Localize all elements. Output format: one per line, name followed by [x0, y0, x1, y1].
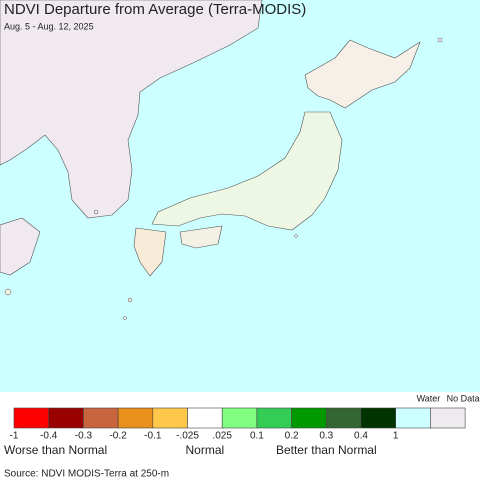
mainland — [0, 0, 263, 219]
legend-swatch — [221, 407, 258, 429]
mainland-coast — [0, 217, 41, 276]
legend-caption: Worse than Normal — [4, 443, 107, 457]
island — [437, 37, 443, 43]
honshu — [151, 111, 343, 231]
legend-swatch — [325, 407, 362, 429]
legend-tick-label: 1 — [393, 431, 399, 442]
title: NDVI Departure from Average (Terra-MODIS… — [4, 1, 306, 18]
island — [4, 288, 12, 296]
legend-caption: Normal — [186, 443, 225, 457]
legend-swatch — [152, 407, 188, 429]
legend-swatch — [256, 407, 292, 429]
legend-swatch — [187, 407, 223, 429]
legend-tick-label: -0.2 — [109, 431, 127, 442]
kyushu — [133, 227, 167, 277]
legend-swatch — [395, 407, 431, 429]
legend-label: Water — [417, 393, 441, 403]
legend-tick-label: 0.4 — [354, 431, 368, 442]
island — [127, 297, 133, 303]
source: Source: NDVI MODIS-Terra at 250-m — [4, 469, 169, 480]
legend-tick-label: -1 — [10, 431, 19, 442]
map — [0, 0, 480, 392]
legend-tick-label: 0.2 — [285, 431, 299, 442]
island — [294, 234, 298, 238]
legend-swatch — [13, 407, 50, 429]
legend-swatch — [48, 407, 84, 429]
legend-tick-label: -0.3 — [75, 431, 93, 442]
legend-caption: Better than Normal — [276, 443, 377, 457]
legend-tick-label: 0.3 — [319, 431, 333, 442]
island — [123, 316, 127, 320]
legend-swatch — [83, 407, 119, 429]
small-islands — [4, 37, 443, 320]
legend-tick-label: .025 — [212, 431, 232, 442]
island — [93, 209, 99, 215]
legend-tick-label: -0.1 — [144, 431, 162, 442]
shikoku — [179, 225, 223, 249]
legend-tick-label: 0.1 — [250, 431, 264, 442]
legend: -1 -0.4 -0.3 -0.2 -0.1 -.025 .025 0.1 0.2 0.3 0.4 1… — [4, 393, 480, 457]
legend-swatch — [430, 407, 466, 429]
hokkaido — [304, 39, 421, 109]
legend-swatch — [291, 407, 327, 429]
legend-tick-label: -0.4 — [40, 431, 58, 442]
legend-swatch — [117, 407, 154, 429]
subtitle: Aug. 5 - Aug. 12, 2025 — [4, 21, 94, 31]
legend-tick-label: -.025 — [176, 431, 199, 442]
legend-swatch — [360, 407, 397, 429]
legend-label: No Data — [447, 393, 480, 403]
